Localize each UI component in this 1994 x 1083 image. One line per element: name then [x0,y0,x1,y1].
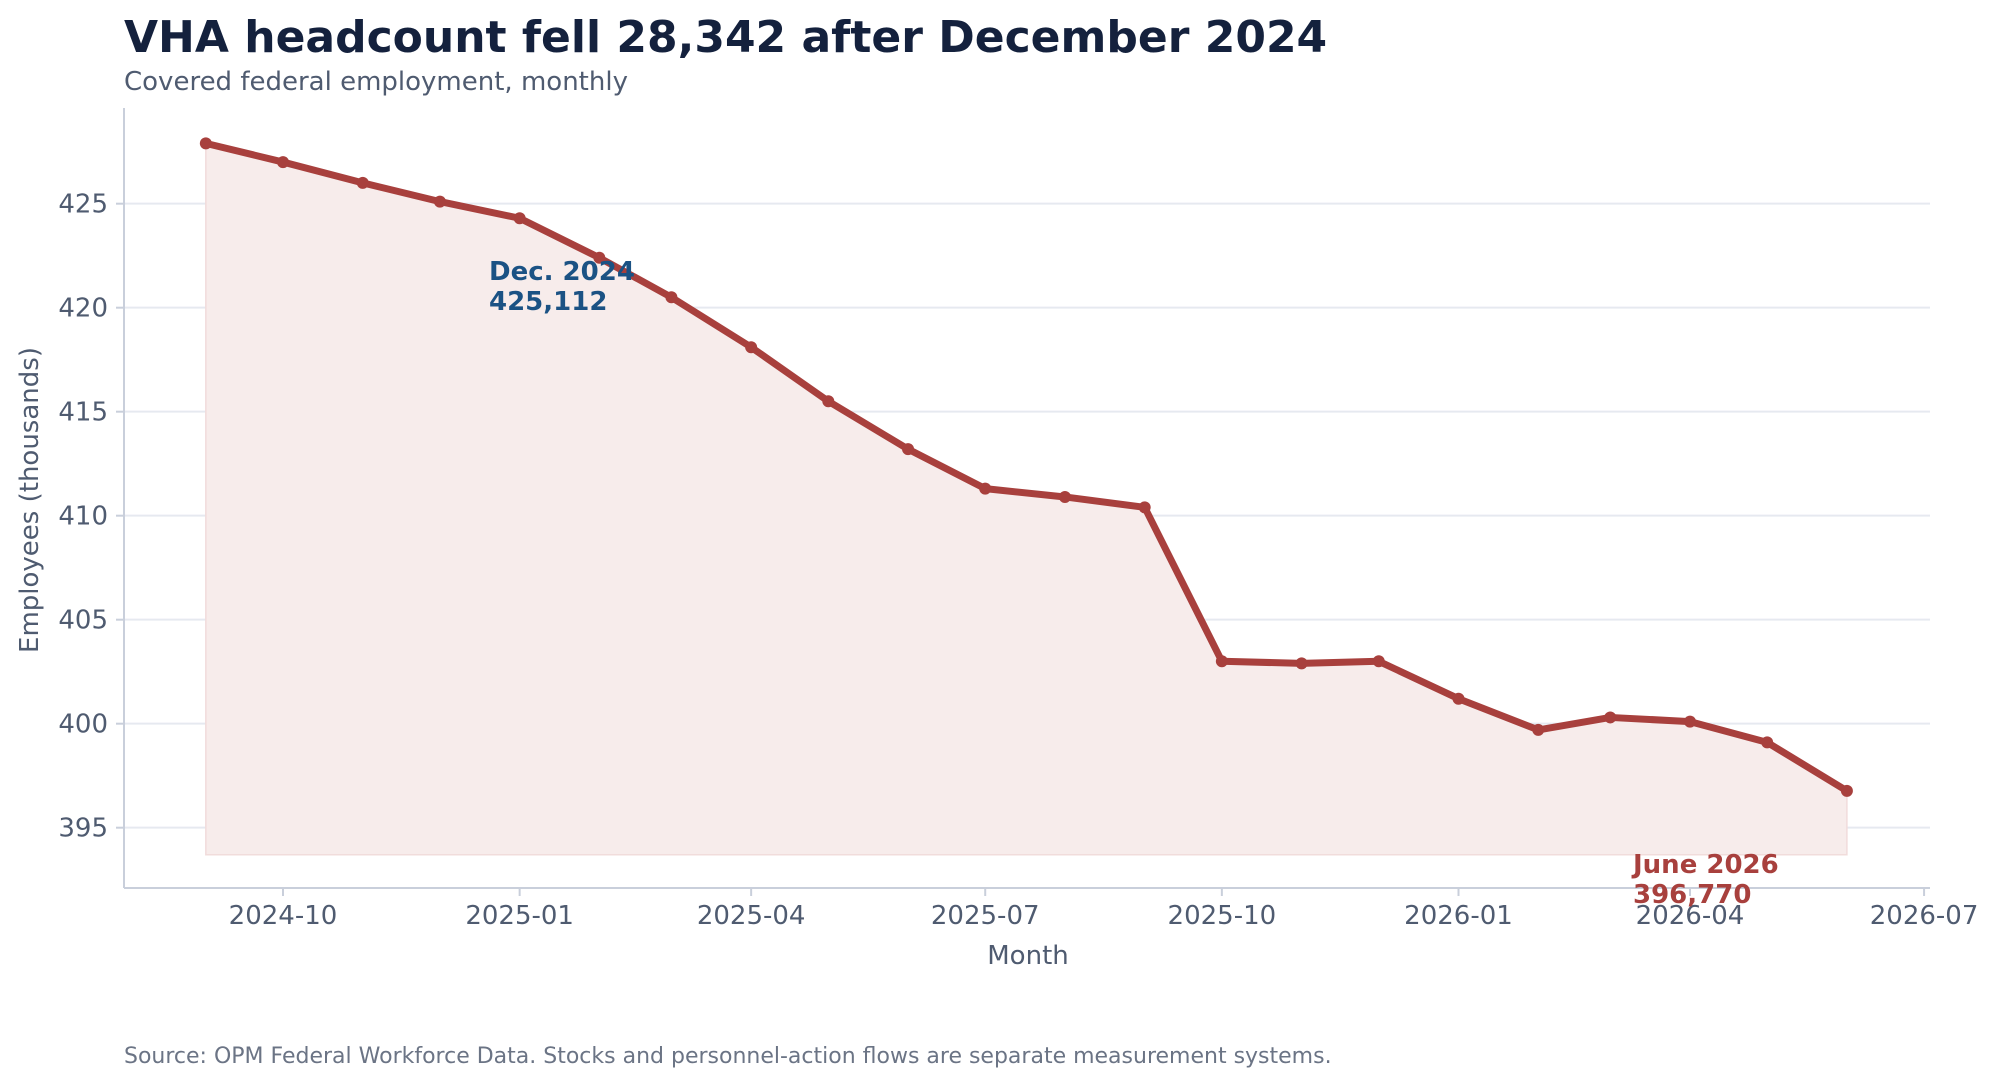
x-tick-label: 2024-10 [229,901,338,931]
x-tick-label: 2026-07 [1870,901,1979,931]
data-point [665,291,678,304]
chart-subtitle: Covered federal employment, monthly [124,67,628,97]
data-point [513,212,526,225]
y-tick-label: 415 [58,398,108,428]
annotation-label: 396,770 [1633,880,1751,910]
y-axis-label: Employees (thousands) [15,347,45,653]
x-tick-label: 2026-01 [1404,901,1513,931]
data-point [1684,715,1696,728]
series-line-group [202,139,1851,795]
data-point [1215,655,1228,668]
y-tick-label: 395 [58,814,108,844]
annotation-label: Dec. 2024 [489,257,635,287]
x-tick-label: 2025-04 [697,901,806,931]
y-tick-label: 420 [58,294,108,324]
source-note: Source: OPM Federal Workforce Data. Stoc… [124,1044,1332,1069]
data-point [745,341,758,354]
data-point [1761,736,1774,749]
data-point [822,395,835,408]
data-point [979,482,992,495]
data-point [433,195,446,208]
x-tick-label: 2025-01 [465,901,574,931]
y-tick-label: 410 [58,502,108,532]
annotation-label: 425,112 [489,287,607,317]
x-tick-label: 2026-04 [1636,901,1745,931]
data-point [1372,655,1385,668]
data-point [902,443,915,456]
chart-title: VHA headcount fell 28,342 after December… [124,12,1327,63]
x-tick-labels: 2024-10 2025-01 2025-04 2025-07 2025-10 2026-… [229,901,1979,931]
data-point [593,251,606,264]
data-points [199,137,1853,797]
data-point [1058,490,1071,503]
y-tick-label: 405 [58,606,108,636]
data-point [1295,657,1308,670]
x-axis-label: Month [987,941,1069,971]
data-point [1138,501,1151,514]
series-line [202,139,1851,795]
y-tick-labels: 395 400 405 410 415 420 425 [58,190,108,844]
annotation-label: June 2026 [1631,850,1779,880]
data-point [1604,711,1617,724]
data-point [277,156,289,169]
axes [116,108,1930,896]
area-fill [205,142,1848,856]
series-area [205,142,1848,856]
data-point [1452,692,1465,705]
data-point [1840,784,1853,797]
y-tick-label: 425 [58,190,108,220]
x-tick-label: 2025-10 [1168,901,1277,931]
data-point [199,137,212,150]
x-tick-label: 2025-07 [931,901,1040,931]
data-point [1532,723,1545,736]
y-tick-label: 400 [58,710,108,740]
data-point [356,176,369,189]
